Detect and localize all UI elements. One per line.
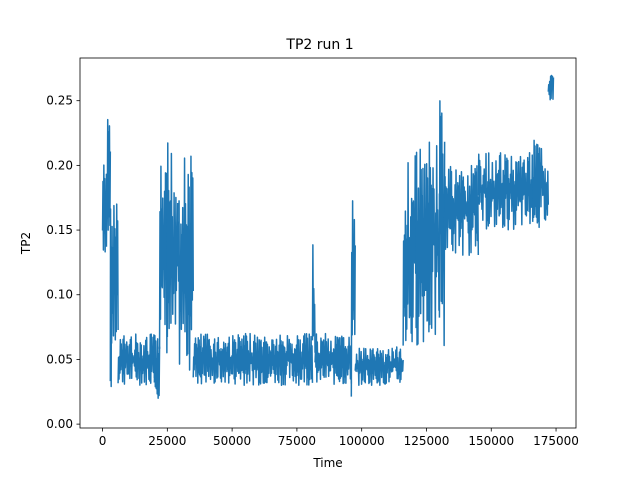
series-line-segment xyxy=(531,139,550,229)
series-line-segment xyxy=(166,142,179,337)
y-axis-label: TP2 xyxy=(19,232,33,255)
series-line-segment xyxy=(117,333,156,386)
series-line-segment xyxy=(311,244,316,353)
x-axis: 0 25000 50000 75000 100000 125000 150000 175000 xyxy=(99,428,579,448)
x-tick-label: 125000 xyxy=(404,434,450,448)
y-tick-label: 0.15 xyxy=(46,223,73,237)
y-tick-label: 0.25 xyxy=(46,94,73,108)
y-axis: 0.00 0.05 0.10 0.15 0.20 0.25 xyxy=(46,94,80,431)
series-line-segment xyxy=(192,332,314,387)
series-line-segment xyxy=(176,155,194,371)
series-line-segment xyxy=(438,100,446,347)
plot-frame xyxy=(79,57,577,429)
series-line-segment xyxy=(101,164,108,253)
series-line-segment xyxy=(547,74,555,101)
series-line-segment xyxy=(153,334,161,399)
y-tick-label: 0.05 xyxy=(46,352,73,366)
x-tick-label: 0 xyxy=(99,434,107,448)
series-line-segment xyxy=(158,165,169,354)
series-line-segment xyxy=(314,332,353,385)
x-axis-label: Time xyxy=(312,456,342,470)
series-line-segment xyxy=(402,155,417,346)
x-tick-label: 175000 xyxy=(533,434,579,448)
x-tick-label: 25000 xyxy=(148,434,186,448)
series-line-segment xyxy=(443,164,480,256)
x-tick-label: 75000 xyxy=(278,434,316,448)
y-tick-label: 0.10 xyxy=(46,288,73,302)
series-line-segment xyxy=(350,200,356,397)
y-tick-label: 0.00 xyxy=(46,417,73,431)
y-tick-label: 0.20 xyxy=(46,158,73,172)
series-layer xyxy=(101,74,555,399)
series-line-segment xyxy=(354,346,404,386)
series-line-segment xyxy=(110,203,119,344)
series-line-segment xyxy=(477,152,534,231)
x-tick-label: 100000 xyxy=(339,434,385,448)
x-tick-label: 150000 xyxy=(468,434,514,448)
chart-title: TP2 run 1 xyxy=(285,37,353,53)
x-tick-label: 50000 xyxy=(213,434,251,448)
series-line-segment xyxy=(105,118,112,247)
series-line-segment xyxy=(415,141,441,346)
